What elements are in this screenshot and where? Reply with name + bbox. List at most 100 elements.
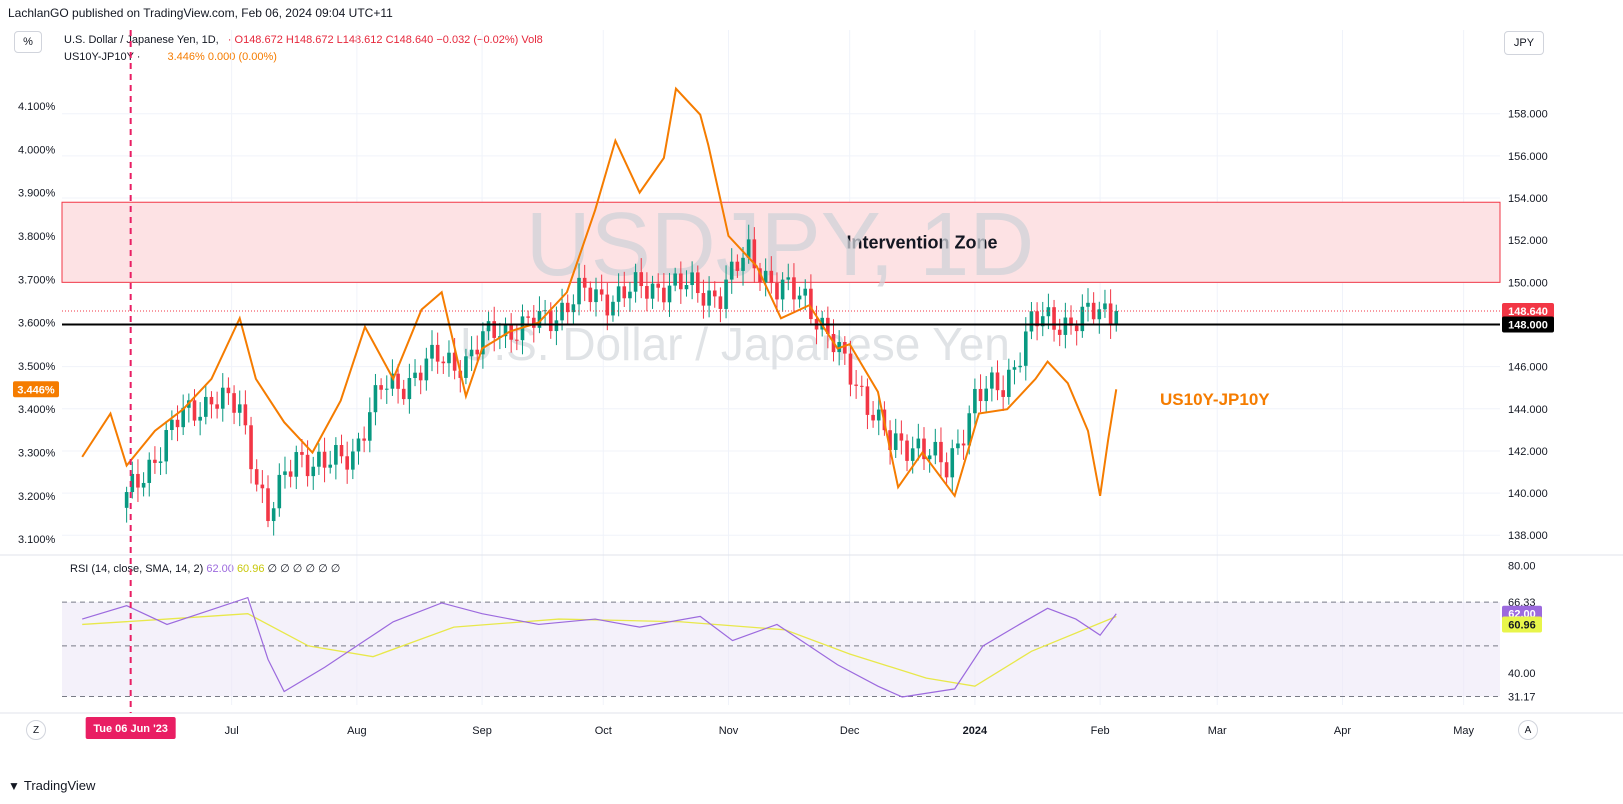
- spread-last-badge: [13, 381, 59, 398]
- candle-body: [967, 413, 972, 446]
- spread-line: [81, 86, 1118, 499]
- rsi-legend-sma: 60.96: [236, 563, 265, 575]
- candle-body: [741, 257, 745, 271]
- candle-body: [390, 373, 395, 389]
- watermark-subtitle: U.S. Dollar / Japanese Yen: [460, 318, 1010, 370]
- candle-body: [565, 302, 570, 313]
- candle-body: [899, 433, 904, 441]
- candle-body: [531, 317, 536, 328]
- candle-body: [848, 353, 853, 385]
- candle-body: [1057, 329, 1062, 335]
- time-tick-label: Oct: [595, 725, 612, 737]
- candle-body: [334, 445, 338, 465]
- level-badge: [1502, 316, 1554, 333]
- candle-body: [1074, 325, 1079, 332]
- time-tick-label: 2024: [963, 725, 988, 737]
- candle-body: [707, 290, 711, 306]
- legend-vol: Vol8: [521, 34, 543, 46]
- spread-tick-label: 3.700%: [18, 274, 56, 286]
- candle-body: [690, 272, 694, 286]
- candle-body: [560, 302, 564, 321]
- spread-series-label: US10Y-JP10Y: [1160, 390, 1270, 409]
- candle-body: [803, 288, 808, 296]
- candle-body: [254, 469, 259, 485]
- candle-body: [1097, 309, 1102, 320]
- rsi-legend: RSI (14, close, SMA, 14, 2) 62.00 60.96 …: [70, 562, 340, 575]
- time-tick-label: Sep: [472, 725, 492, 737]
- candle-body: [220, 387, 225, 409]
- price-tick-label: 158.000: [1508, 109, 1548, 121]
- percent-toggle-label: %: [23, 36, 33, 48]
- price-tick-label: 142.000: [1508, 446, 1548, 458]
- price-tick-label: 148.000: [1508, 319, 1548, 331]
- price-tick-label: 138.000: [1508, 530, 1548, 542]
- candle-body: [198, 416, 202, 421]
- candle-body: [548, 310, 553, 332]
- overlay-legend-values: 3.446% 0.000 (0.00%): [167, 51, 277, 63]
- candle-body: [882, 409, 887, 431]
- candle-body: [351, 451, 355, 470]
- candle-body: [605, 294, 610, 316]
- zoom-button[interactable]: Z: [26, 720, 46, 740]
- candle-body: [854, 384, 858, 386]
- spread-tick-label: 3.800%: [18, 231, 56, 243]
- auto-scale-button[interactable]: A: [1518, 720, 1538, 740]
- candle-body: [871, 414, 875, 421]
- candle-body: [724, 279, 728, 309]
- candle-body: [271, 508, 276, 522]
- candle-body: [226, 387, 231, 394]
- candle-body: [492, 321, 497, 338]
- candle-body: [141, 482, 146, 488]
- candle-body: [1103, 303, 1107, 310]
- candle-body: [181, 407, 185, 428]
- currency-button[interactable]: JPY: [1504, 31, 1544, 55]
- candle-body: [645, 286, 649, 299]
- candle-body: [831, 333, 836, 353]
- candle-body: [300, 452, 304, 455]
- candle-body: [266, 488, 270, 522]
- publisher-header: LachlanGO published on TradingView.com, …: [8, 6, 393, 20]
- candle-body: [1035, 311, 1039, 327]
- last-price-badge-label: 148.640: [1508, 306, 1548, 318]
- rsi-last-badge: [1502, 605, 1542, 622]
- candle-body: [537, 310, 542, 328]
- candle-body: [1040, 316, 1045, 327]
- candle-body: [136, 473, 140, 488]
- candle-body: [503, 324, 508, 337]
- candle-body: [158, 461, 163, 463]
- candle-body: [910, 448, 915, 461]
- candle-body: [153, 459, 157, 463]
- candle-body: [1091, 302, 1096, 320]
- candle-body: [611, 301, 615, 316]
- date-marker-label: Tue 06 Jun '23: [93, 723, 168, 735]
- candle-body: [1012, 367, 1017, 370]
- candle-body: [441, 361, 446, 364]
- candle-body: [797, 295, 802, 300]
- candle-body: [577, 277, 581, 305]
- time-tick-label: Apr: [1334, 725, 1351, 737]
- candle-body: [260, 484, 265, 489]
- candle-body: [373, 385, 378, 413]
- candle-body: [628, 291, 632, 299]
- rsi-sma-badge: [1502, 616, 1542, 633]
- candle-body: [379, 385, 383, 390]
- candle-body: [209, 396, 214, 405]
- candle-body: [520, 316, 525, 341]
- rsi-last-badge-label: 62.00: [1508, 609, 1536, 621]
- footer-brand[interactable]: ⁠▼⁠ TradingView: [8, 778, 95, 793]
- price-tick-label: 146.000: [1508, 362, 1548, 374]
- candle-body: [413, 372, 417, 379]
- rsi-sma-line: [82, 613, 1117, 687]
- rsi-tick-label: 66.33: [1508, 597, 1536, 609]
- candle-body: [826, 317, 830, 334]
- candle-body: [679, 273, 683, 290]
- percent-toggle-button[interactable]: %: [14, 31, 42, 53]
- rsi-legend-value: 62.00: [206, 563, 234, 575]
- candle-body: [1046, 307, 1051, 317]
- price-tick-label: 154.000: [1508, 193, 1548, 205]
- candle-body: [916, 438, 921, 449]
- candle-body: [232, 393, 236, 413]
- candle-body: [215, 404, 219, 409]
- price-tick-label: 150.000: [1508, 277, 1548, 289]
